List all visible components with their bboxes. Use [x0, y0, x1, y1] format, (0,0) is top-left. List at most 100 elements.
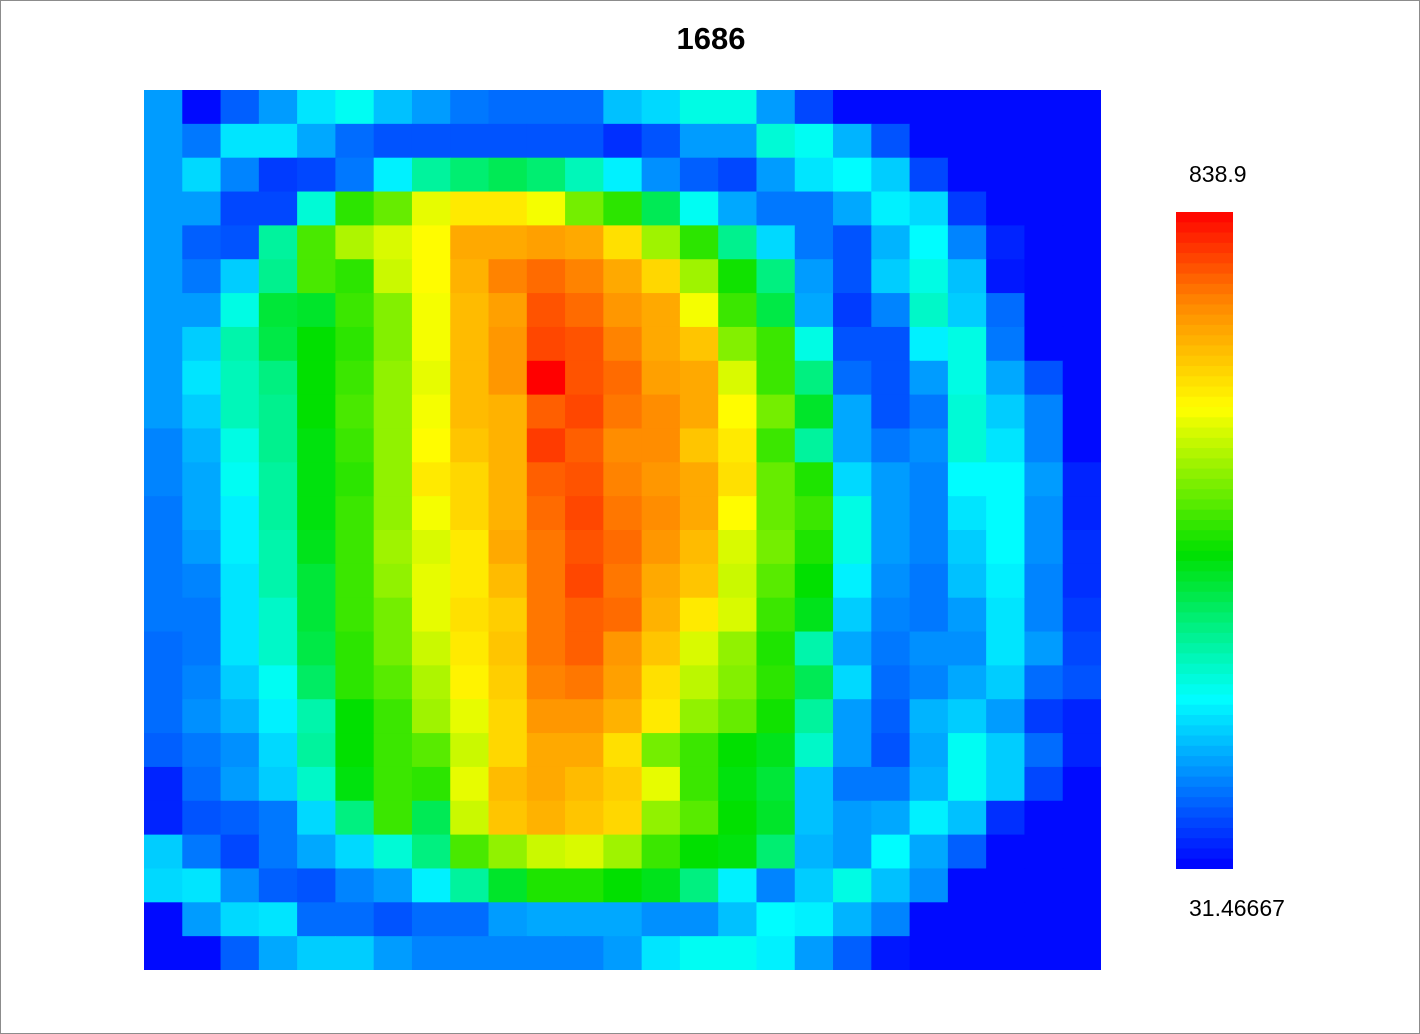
heatmap-cell [1024, 699, 1064, 734]
colorbar-step [1176, 324, 1233, 336]
heatmap-cell [679, 428, 719, 463]
heatmap-cell [411, 191, 451, 226]
heatmap-cell [986, 766, 1026, 802]
heatmap-cell [833, 360, 872, 396]
heatmap-cell [182, 868, 222, 903]
heatmap-cell [373, 699, 413, 734]
heatmap-cell [756, 868, 796, 903]
heatmap-cell [871, 597, 911, 633]
heatmap-cell [794, 597, 834, 633]
heatmap-cell [335, 428, 375, 463]
heatmap-cell [986, 834, 1026, 870]
heatmap-cell [488, 225, 528, 260]
heatmap-cell [833, 123, 872, 159]
heatmap-cell [794, 90, 834, 125]
heatmap-cell [144, 699, 183, 734]
colorbar-step [1176, 530, 1233, 541]
heatmap-cell [450, 733, 490, 768]
heatmap-cell [144, 631, 183, 666]
heatmap-cell [526, 699, 566, 734]
heatmap-cell [220, 90, 260, 125]
heatmap-cell [220, 733, 260, 768]
heatmap-cell [641, 259, 681, 294]
heatmap-cell [756, 326, 796, 362]
heatmap-cell [258, 496, 298, 531]
heatmap-cell [641, 699, 681, 734]
heatmap-cell [986, 462, 1026, 497]
heatmap-cell [488, 157, 528, 193]
colorbar-step [1176, 519, 1233, 531]
heatmap-cell [565, 157, 604, 193]
heatmap-cell [1024, 631, 1064, 666]
heatmap-plot [144, 90, 1101, 970]
heatmap-cell [756, 462, 796, 497]
heatmap-cell [526, 563, 566, 599]
heatmap-cell [258, 597, 298, 633]
heatmap-cell [641, 868, 681, 903]
colorbar-step [1176, 704, 1233, 716]
heatmap-cell [526, 530, 566, 565]
heatmap-cell [258, 530, 298, 565]
heatmap-cell [297, 766, 336, 802]
heatmap-cell [909, 428, 949, 463]
heatmap-cell [794, 800, 834, 836]
heatmap-cell [833, 597, 872, 633]
heatmap-cell [144, 800, 183, 836]
heatmap-cell [182, 597, 222, 633]
heatmap-cell [1062, 597, 1101, 633]
heatmap-cell [871, 326, 911, 362]
heatmap-cell [833, 834, 872, 870]
heatmap-cell [335, 394, 375, 430]
heatmap-cell [986, 259, 1026, 294]
heatmap-cell [411, 834, 451, 870]
heatmap-cell [335, 496, 375, 531]
heatmap-cell [182, 834, 222, 870]
heatmap-cell [144, 496, 183, 531]
heatmap-cell [1024, 563, 1064, 599]
heatmap-cell [947, 496, 987, 531]
heatmap-cell [144, 293, 183, 328]
heatmap-cell [258, 665, 298, 700]
heatmap-cell [756, 665, 796, 700]
colorbar-step [1176, 550, 1233, 562]
heatmap-cell [526, 631, 566, 666]
heatmap-cell [833, 936, 872, 970]
heatmap-cell [794, 326, 834, 362]
heatmap-cell [297, 259, 336, 294]
heatmap-cell [182, 259, 222, 294]
heatmap-cell [986, 530, 1026, 565]
heatmap-cell [297, 597, 336, 633]
heatmap-cell [603, 936, 643, 970]
heatmap-cell [526, 733, 566, 768]
heatmap-cell [565, 597, 604, 633]
heatmap-cell [909, 293, 949, 328]
colorbar-step [1176, 766, 1233, 778]
colorbar-step [1176, 396, 1233, 408]
heatmap-cell [718, 259, 758, 294]
heatmap-cell [794, 530, 834, 565]
heatmap-cell [718, 563, 758, 599]
heatmap-cell [679, 800, 719, 836]
colorbar-step [1176, 817, 1233, 829]
heatmap-cell [794, 123, 834, 159]
heatmap-cell [679, 123, 719, 159]
heatmap-cell [144, 90, 183, 125]
heatmap-cell [794, 225, 834, 260]
heatmap-cell [947, 834, 987, 870]
heatmap-cell [947, 936, 987, 970]
colorbar-min-label: 31.46667 [1189, 895, 1285, 921]
heatmap-cell [909, 496, 949, 531]
heatmap-cell [794, 699, 834, 734]
heatmap-cell [335, 462, 375, 497]
heatmap-cell [871, 123, 911, 159]
heatmap-cell [641, 834, 681, 870]
heatmap-cell [335, 834, 375, 870]
heatmap-cell [258, 902, 298, 937]
heatmap-cell [220, 293, 260, 328]
heatmap-cell [488, 530, 528, 565]
heatmap-cell [1062, 834, 1101, 870]
heatmap-cell [756, 936, 796, 970]
heatmap-cell [718, 394, 758, 430]
heatmap-cell [565, 800, 604, 836]
